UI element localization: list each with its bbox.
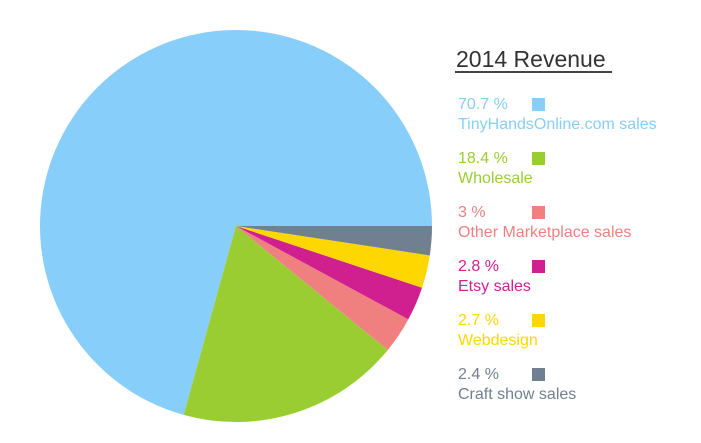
pie-slice-other-marketplace-sales bbox=[236, 226, 409, 350]
legend-label: Craft show sales bbox=[458, 386, 577, 403]
legend-label: Wholesale bbox=[458, 170, 533, 187]
legend-item: 3 % Other Marketplace sales bbox=[458, 203, 698, 257]
legend-swatch bbox=[532, 314, 545, 327]
legend-item: 2.4 % Craft show sales bbox=[458, 365, 698, 419]
legend-item: 18.4 % Wholesale bbox=[458, 149, 698, 203]
legend-label: Other Marketplace sales bbox=[458, 224, 632, 241]
legend-swatch bbox=[532, 152, 545, 165]
legend-swatch bbox=[532, 368, 545, 381]
title-underline bbox=[455, 71, 612, 73]
legend-item: 2.7 % Webdesign bbox=[458, 311, 698, 365]
legend-value: 3 % bbox=[458, 204, 486, 221]
pie-slice-tinyhandsonline-com-sales bbox=[39, 29, 432, 415]
pie-slice-etsy-sales bbox=[236, 226, 423, 320]
legend-value: 18.4 % bbox=[458, 150, 508, 167]
legend-label: Etsy sales bbox=[458, 278, 531, 295]
legend-value: 2.8 % bbox=[458, 258, 499, 275]
chart-title: 2014 Revenue bbox=[456, 46, 606, 72]
legend-swatch bbox=[532, 98, 545, 111]
legend-swatch bbox=[532, 206, 545, 219]
legend-label: Webdesign bbox=[458, 332, 538, 349]
legend-value: 2.4 % bbox=[458, 366, 499, 383]
legend-item: 70.7 % TinyHandsOnline.com sales bbox=[458, 95, 698, 149]
pie-slice-wholesale bbox=[183, 226, 388, 422]
legend-label: TinyHandsOnline.com sales bbox=[458, 116, 657, 133]
pie-slice-webdesign bbox=[236, 226, 430, 288]
pie-slice-craft-show-sales bbox=[236, 226, 432, 256]
legend-value: 70.7 % bbox=[458, 96, 508, 113]
chart-legend: 70.7 % TinyHandsOnline.com sales 18.4 % Who… bbox=[458, 95, 698, 419]
legend-item: 2.8 % Etsy sales bbox=[458, 257, 698, 311]
legend-value: 2.7 % bbox=[458, 312, 499, 329]
legend-swatch bbox=[532, 260, 545, 273]
